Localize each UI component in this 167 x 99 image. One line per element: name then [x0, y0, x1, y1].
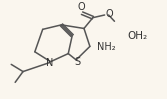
Text: S: S	[74, 57, 80, 67]
Text: O: O	[106, 9, 113, 19]
Text: N: N	[46, 58, 53, 68]
Text: NH₂: NH₂	[97, 42, 115, 52]
Text: OH₂: OH₂	[127, 31, 147, 41]
Text: O: O	[77, 2, 85, 12]
